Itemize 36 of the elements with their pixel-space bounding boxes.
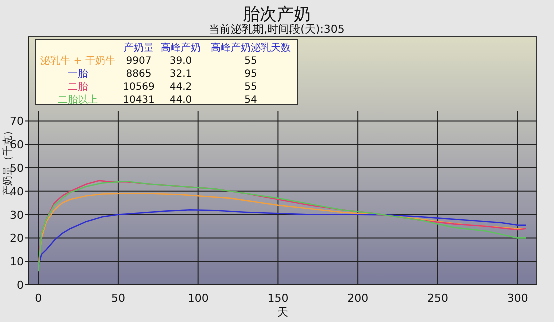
annotation: 55	[244, 82, 258, 93]
chart-title: 胎次产奶	[243, 5, 311, 25]
annotation: 39.0	[170, 56, 192, 67]
y-tick-label: 0	[17, 279, 24, 292]
text: 二胎	[68, 81, 88, 93]
y-tick-label: 60	[10, 138, 24, 152]
y-tick-label: 30	[10, 208, 24, 222]
x-tick-label: 100	[188, 292, 209, 305]
y-tick-label: 20	[10, 232, 24, 246]
annotation: 54	[244, 95, 258, 106]
x-axis-title: 天	[278, 306, 288, 319]
annotation: 高峰产奶	[161, 42, 201, 54]
text: 二胎以上	[58, 94, 98, 106]
x-tick-label: 150	[268, 292, 289, 305]
annotation: 产奶量	[124, 42, 154, 54]
x-tick-label: 0	[35, 292, 42, 305]
annotation: 8865	[126, 69, 152, 80]
chart-subtitle: 当前泌乳期,时间段(天):305	[209, 23, 345, 36]
x-tick-label: 250	[427, 292, 448, 305]
text: 一胎	[68, 68, 88, 80]
annotation: 44.2	[170, 82, 192, 93]
x-tick-label: 300	[507, 292, 528, 305]
y-tick-label: 40	[10, 185, 24, 198]
y-tick-label: 10	[10, 256, 24, 269]
annotation: 高峰产奶泌乳天数	[211, 42, 291, 54]
x-tick-label: 200	[348, 292, 369, 305]
annotation: 10569	[123, 82, 155, 93]
annotation: 95	[244, 69, 258, 80]
annotation: 32.1	[170, 69, 192, 80]
y-tick-label: 70	[10, 115, 24, 128]
annotation: 9907	[126, 56, 152, 67]
annotation: 44.0	[170, 95, 192, 106]
x-tick-label: 50	[111, 292, 126, 305]
annotation: 10431	[123, 95, 155, 106]
text: 泌乳牛 + 干奶牛	[40, 55, 116, 67]
annotation: 55	[244, 56, 258, 67]
